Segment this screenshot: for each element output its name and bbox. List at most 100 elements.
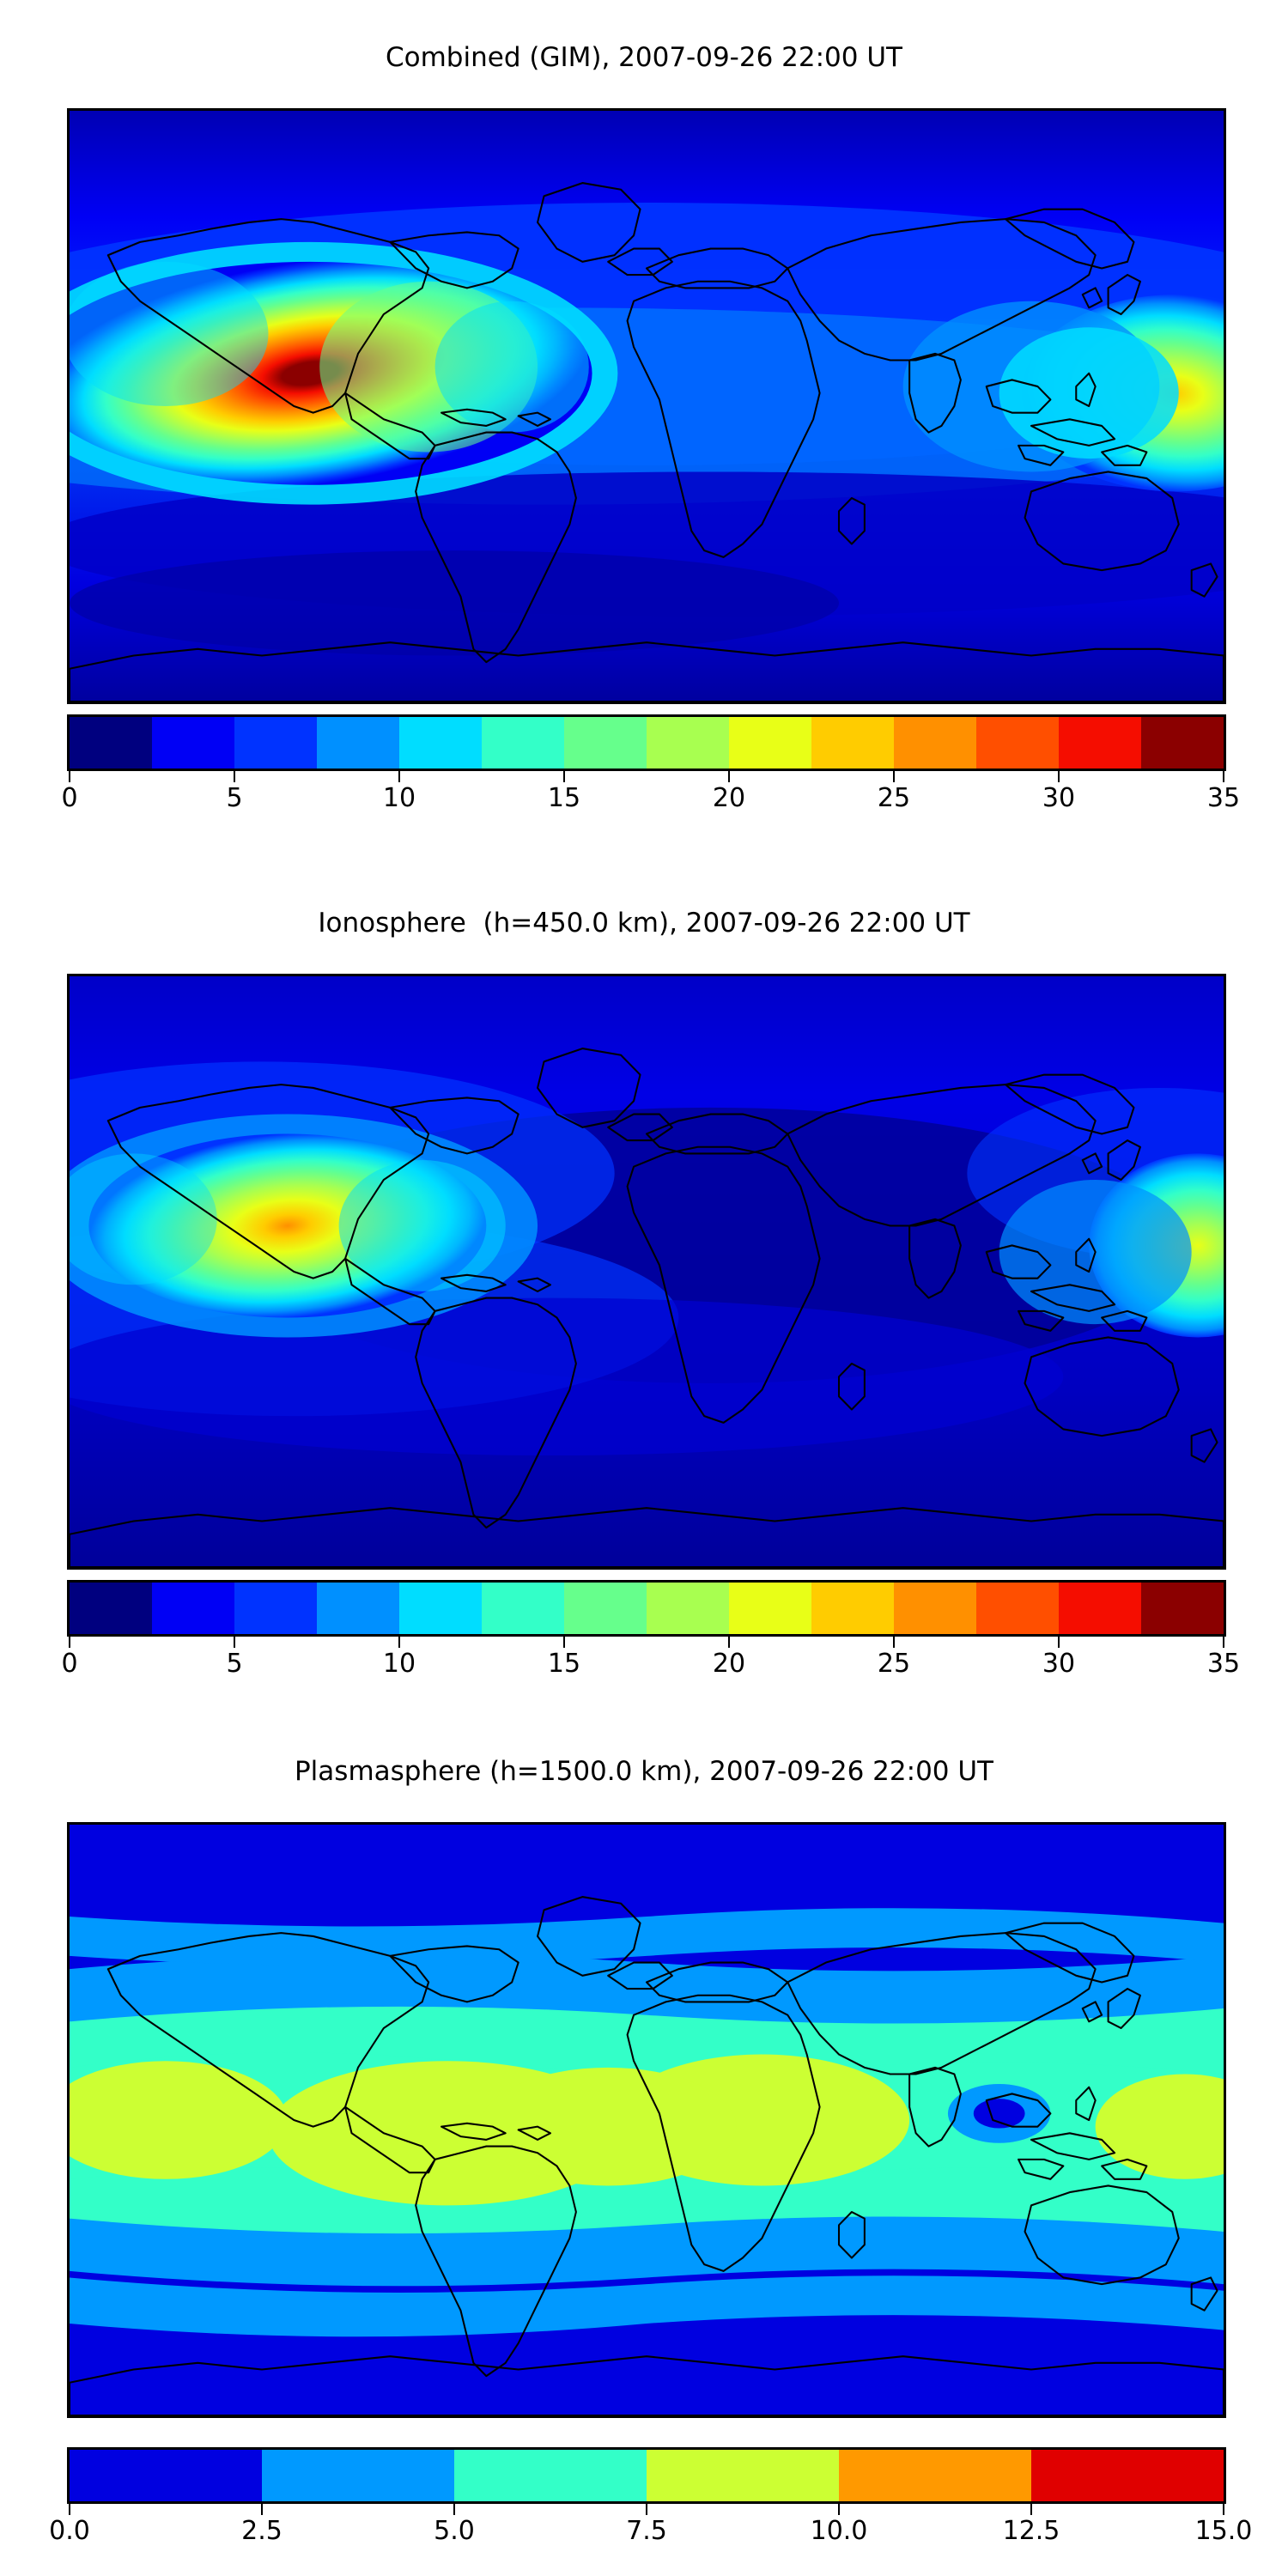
colorbar-swatch [1141, 717, 1224, 769]
colorbar-swatch [152, 717, 234, 769]
colorbar-plasmasphere-swatches [67, 2447, 1226, 2504]
colorbar-tick-label: 2.5 [241, 2516, 283, 2546]
colorbar-tick-label: 30 [1042, 1649, 1076, 1679]
colorbar-tick [728, 771, 730, 782]
colorbar-swatch [564, 717, 647, 769]
colorbar-swatch [647, 1583, 729, 1634]
colorbar-swatch [811, 1583, 894, 1634]
colorbar-swatch [70, 717, 152, 769]
colorbar-tick-label: 10 [382, 1649, 416, 1679]
colorbar-swatch [1059, 717, 1141, 769]
colorbar-tick [398, 771, 400, 782]
colorbar-swatch [262, 2450, 454, 2501]
colorbar-plasmasphere: 0.0 2.5 5.0 7.5 10.0 12.5 15.0 [49, 2447, 1252, 2546]
colorbar-swatch [647, 2450, 839, 2501]
colorbar-tick [234, 1637, 235, 1648]
colorbar-ionosphere-axis: 0 5 10 15 20 25 30 35 [61, 1637, 1240, 1679]
colorbar-swatch [729, 717, 811, 769]
map-svg-ionosphere [70, 976, 1224, 1567]
colorbar-tick-label: 35 [1206, 783, 1241, 813]
colorbar-tick [69, 771, 70, 782]
colorbar-tick-label: 10 [382, 783, 416, 813]
colorbar-tick-label: 5.0 [434, 2516, 475, 2546]
panel-combined-gim: Combined (GIM), 2007-09-26 22:00 UT [0, 45, 1288, 71]
map-svg-plasmasphere [70, 1825, 1224, 2415]
colorbar-tick [453, 2504, 455, 2515]
colorbar-swatch [1141, 1583, 1224, 1634]
colorbar-swatch [564, 1583, 647, 1634]
colorbar-tick-label: 7.5 [626, 2516, 667, 2546]
colorbar-swatch [976, 1583, 1059, 1634]
colorbar-tick [728, 1637, 730, 1648]
colorbar-swatch [317, 717, 399, 769]
colorbar-tick [563, 771, 565, 782]
colorbar-swatch [152, 1583, 234, 1634]
colorbar-tick [838, 2504, 840, 2515]
colorbar-swatch [234, 1583, 317, 1634]
colorbar-tick [69, 2504, 70, 2515]
colorbar-tick [1030, 2504, 1032, 2515]
colorbar-tick-label: 0 [61, 1649, 78, 1679]
colorbar-swatch [894, 717, 976, 769]
colorbar-swatch [976, 717, 1059, 769]
colorbar-swatch [894, 1583, 976, 1634]
colorbar-tick-label: 15 [547, 1649, 581, 1679]
panel-ionosphere: Ionosphere (h=450.0 km), 2007-09-26 22:0… [0, 910, 1288, 937]
colorbar-combined-swatches [67, 714, 1226, 771]
colorbar-swatch [234, 717, 317, 769]
colorbar-tick [261, 2504, 263, 2515]
colorbar-tick-label: 15 [547, 783, 581, 813]
colorbar-tick-label: 0 [61, 783, 78, 813]
colorbar-tick-label: 25 [877, 1649, 911, 1679]
colorbar-tick-label: 35 [1206, 1649, 1241, 1679]
colorbar-swatch [811, 717, 894, 769]
map-combined-gim [67, 108, 1226, 704]
colorbar-tick-label: 20 [712, 1649, 746, 1679]
colorbar-tick [1223, 2504, 1224, 2515]
panel-title-combined: Combined (GIM), 2007-09-26 22:00 UT [386, 42, 902, 73]
map-plasmasphere [67, 1822, 1226, 2418]
colorbar-swatch [70, 2450, 262, 2501]
colorbar-tick-label: 0.0 [49, 2516, 90, 2546]
colorbar-ionosphere-swatches [67, 1580, 1226, 1637]
colorbar-tick [893, 1637, 895, 1648]
colorbar-ionosphere: 0 5 10 15 20 25 30 35 [61, 1580, 1240, 1679]
panel-title-plasmasphere: Plasmasphere (h=1500.0 km), 2007-09-26 2… [294, 1756, 993, 1787]
colorbar-tick-label: 20 [712, 783, 746, 813]
colorbar-swatch [482, 717, 564, 769]
colorbar-swatch [399, 717, 482, 769]
colorbar-tick [893, 771, 895, 782]
colorbar-swatch [647, 717, 729, 769]
colorbar-swatch [839, 2450, 1031, 2501]
colorbar-tick [1223, 1637, 1224, 1648]
panel-plasmasphere: Plasmasphere (h=1500.0 km), 2007-09-26 2… [0, 1759, 1288, 1785]
map-ionosphere [67, 974, 1226, 1570]
colorbar-tick [234, 771, 235, 782]
map-svg-combined [70, 111, 1224, 702]
colorbar-tick [69, 1637, 70, 1648]
colorbar-swatch [70, 1583, 152, 1634]
colorbar-tick-label: 5 [226, 1649, 243, 1679]
colorbar-tick-label: 12.5 [1002, 2516, 1060, 2546]
colorbar-tick-label: 5 [226, 783, 243, 813]
colorbar-swatch [317, 1583, 399, 1634]
colorbar-tick [563, 1637, 565, 1648]
colorbar-tick-label: 30 [1042, 783, 1076, 813]
colorbar-plasmasphere-axis: 0.0 2.5 5.0 7.5 10.0 12.5 15.0 [49, 2504, 1252, 2546]
panel-title-ionosphere: Ionosphere (h=450.0 km), 2007-09-26 22:0… [318, 908, 970, 939]
colorbar-swatch [1031, 2450, 1224, 2501]
colorbar-swatch [482, 1583, 564, 1634]
colorbar-tick-label: 10.0 [810, 2516, 868, 2546]
colorbar-tick [398, 1637, 400, 1648]
colorbar-swatch [454, 2450, 647, 2501]
colorbar-tick [1223, 771, 1224, 782]
colorbar-tick [1058, 771, 1060, 782]
colorbar-combined-gim: 0 5 10 15 20 25 30 35 [61, 714, 1240, 813]
colorbar-tick [1058, 1637, 1060, 1648]
colorbar-tick-label: 25 [877, 783, 911, 813]
colorbar-swatch [399, 1583, 482, 1634]
colorbar-tick-label: 15.0 [1194, 2516, 1253, 2546]
colorbar-combined-axis: 0 5 10 15 20 25 30 35 [61, 771, 1240, 813]
colorbar-swatch [729, 1583, 811, 1634]
